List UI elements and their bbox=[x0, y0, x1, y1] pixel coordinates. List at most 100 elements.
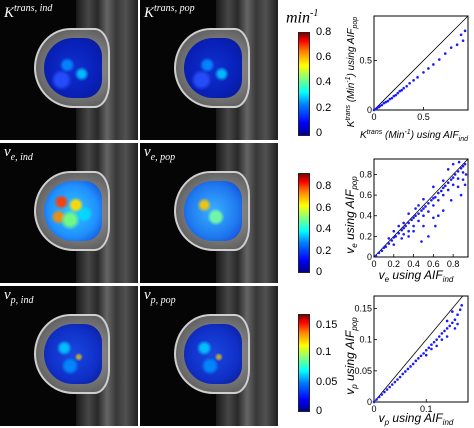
data-point bbox=[402, 233, 405, 236]
data-point bbox=[422, 71, 425, 74]
data-point bbox=[427, 235, 430, 238]
data-point bbox=[374, 254, 378, 258]
colorbar-unit: min-1 bbox=[286, 8, 319, 27]
data-point bbox=[439, 189, 443, 193]
colorbar-vp bbox=[298, 314, 310, 412]
data-point bbox=[440, 338, 444, 341]
data-point bbox=[464, 173, 468, 176]
colorbar-tick: 0.1 bbox=[316, 346, 332, 358]
data-point bbox=[461, 164, 465, 168]
y-tick-label: 0 bbox=[367, 252, 372, 262]
data-point bbox=[405, 84, 408, 88]
data-point bbox=[396, 91, 400, 95]
data-point bbox=[427, 210, 430, 213]
data-point bbox=[422, 207, 425, 210]
data-point bbox=[441, 179, 445, 182]
data-point bbox=[410, 218, 413, 222]
data-point bbox=[451, 176, 455, 179]
data-point bbox=[460, 304, 464, 307]
svg-text:ve using AIFpop: ve using AIFpop bbox=[343, 176, 359, 254]
data-point bbox=[382, 246, 386, 250]
y-axis-label: vp using AIFpop bbox=[343, 317, 359, 395]
data-point bbox=[402, 86, 405, 90]
data-point bbox=[382, 101, 386, 105]
data-point bbox=[372, 108, 376, 112]
data-point bbox=[432, 63, 435, 66]
data-point bbox=[400, 228, 404, 232]
data-point bbox=[384, 245, 388, 248]
x-tick-label: 0.4 bbox=[407, 259, 420, 269]
data-point bbox=[424, 205, 427, 208]
parametric-overlay bbox=[44, 38, 102, 98]
y-tick-label: 0.15 bbox=[354, 303, 372, 313]
data-point bbox=[432, 340, 436, 344]
colorbar-tick: 0 bbox=[316, 405, 323, 417]
scatter-plot-ve: ve using AIFpop ve using AIFind 0 0.2 0.4 0… bbox=[343, 158, 469, 284]
data-point bbox=[390, 383, 394, 386]
data-point bbox=[412, 229, 415, 233]
data-point bbox=[380, 249, 384, 253]
y-tick-label: 0 bbox=[367, 105, 372, 115]
data-point bbox=[394, 235, 398, 238]
data-point bbox=[430, 198, 433, 202]
x-tick-label: 0 bbox=[371, 259, 376, 269]
data-point bbox=[396, 378, 399, 381]
data-point bbox=[424, 353, 428, 357]
data-point bbox=[378, 104, 382, 108]
data-point bbox=[397, 224, 401, 228]
y-axis-label: ve using AIFpop bbox=[343, 176, 359, 254]
data-point bbox=[456, 313, 459, 317]
identity-line bbox=[373, 295, 464, 403]
parametric-overlay bbox=[184, 38, 242, 98]
data-point bbox=[392, 236, 396, 239]
data-point bbox=[430, 343, 433, 346]
x-axis-label: Ktrans (Min-1) using AIFind bbox=[360, 129, 469, 142]
data-point bbox=[427, 67, 430, 70]
x-tick-label: 0 bbox=[371, 112, 376, 122]
colorbar-tick: 0.8 bbox=[316, 180, 332, 192]
y-tick-label: 0.4 bbox=[359, 211, 372, 221]
data-point bbox=[385, 388, 389, 391]
plot-frame bbox=[373, 295, 469, 403]
x-tick-label: 0.8 bbox=[447, 259, 460, 269]
data-point bbox=[430, 347, 433, 351]
data-point bbox=[392, 229, 396, 233]
data-point bbox=[434, 224, 437, 228]
y-tick-label: 0.6 bbox=[359, 190, 372, 200]
svg-text:vp using AIFpop: vp using AIFpop bbox=[343, 317, 359, 395]
data-point bbox=[375, 398, 378, 401]
data-point bbox=[451, 183, 455, 187]
data-point bbox=[400, 237, 404, 240]
data-point bbox=[453, 173, 457, 176]
data-point bbox=[438, 58, 441, 61]
data-point bbox=[459, 33, 463, 37]
mri-label: ve, pop bbox=[144, 144, 176, 163]
data-point bbox=[394, 93, 398, 97]
mri-label: Ktrans, ind bbox=[4, 3, 53, 21]
data-point bbox=[380, 393, 384, 396]
mri-ktrans-ind: Ktrans, ind bbox=[0, 0, 138, 140]
mri-label: ve, ind bbox=[4, 144, 33, 163]
data-point bbox=[417, 357, 420, 360]
data-point bbox=[434, 195, 437, 199]
data-point bbox=[386, 99, 390, 103]
data-point bbox=[451, 310, 454, 313]
colorbar-tick: 0.2 bbox=[316, 245, 332, 257]
data-point bbox=[437, 335, 441, 338]
data-point bbox=[402, 226, 405, 230]
data-point bbox=[407, 229, 410, 233]
data-point bbox=[461, 171, 465, 174]
x-axis-label: ve using AIFind bbox=[379, 268, 454, 284]
mri-ktrans-pop: Ktrans, pop bbox=[140, 0, 278, 140]
parametric-overlay bbox=[184, 181, 242, 241]
identity-line bbox=[373, 158, 469, 258]
data-point bbox=[388, 385, 391, 389]
data-point bbox=[404, 224, 407, 228]
data-point bbox=[453, 318, 457, 321]
data-point bbox=[451, 162, 455, 166]
data-point bbox=[408, 81, 411, 85]
y-axis-label: Ktrans (Min-1) using AIFpop bbox=[345, 17, 359, 127]
data-point bbox=[427, 346, 431, 350]
mri-label: Ktrans, pop bbox=[144, 3, 195, 21]
data-point bbox=[414, 207, 417, 210]
